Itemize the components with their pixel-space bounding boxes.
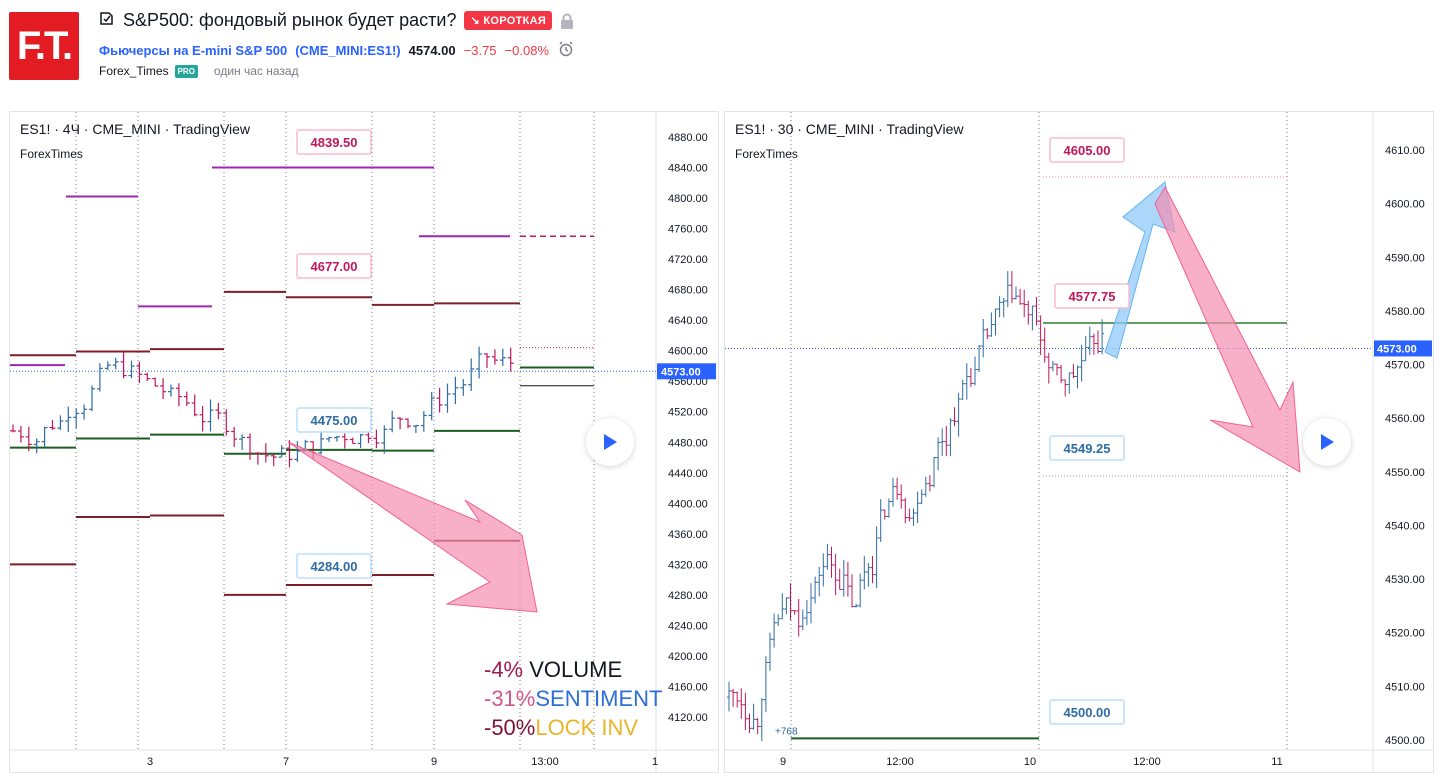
price-tick-label: 4840.00	[668, 163, 708, 175]
time-tick-label: 7	[283, 756, 289, 768]
price-callout-box	[1049, 435, 1125, 461]
price-tick-label: 4280.00	[668, 590, 708, 602]
price-tick-label: 4680.00	[668, 285, 708, 297]
price-callout-box	[1049, 699, 1125, 725]
current-price-label: 4573.00	[1377, 343, 1417, 355]
chart-right-brand: ForexTimes	[735, 147, 798, 161]
time-tick-label: 11	[1271, 756, 1282, 768]
price-change: −3.75	[463, 43, 497, 58]
chart-right-title: ES1! · 30 · CME_MINI · TradingView	[735, 121, 964, 137]
price-tick-label: 4320.00	[668, 559, 708, 571]
price-callout-label: 4549.25	[1064, 441, 1111, 456]
price-tick-label: 4400.00	[668, 498, 708, 510]
author-logo[interactable]: F.T.	[9, 12, 79, 80]
current-price-tag	[657, 363, 716, 380]
time-tick-label: 9	[780, 756, 786, 768]
price-callout-label: 4284.00	[311, 559, 358, 574]
legend-row-lock-inv: -50%LOCK INV	[484, 715, 639, 740]
price-callout-label: 4500.00	[1064, 705, 1111, 720]
price-tick-label: 4500.00	[1385, 735, 1425, 747]
pro-badge: PRO	[174, 64, 198, 78]
price-tick-label: 4720.00	[668, 254, 708, 266]
price-tick-label: 4580.00	[1385, 306, 1425, 318]
price-tick-label: 4560.00	[1385, 413, 1425, 425]
time-tick-label: 12:00	[886, 756, 914, 768]
chart-left-title: ES1! · 4Ч · CME_MINI · TradingView	[20, 121, 251, 137]
price-callout-label: 4605.00	[1064, 143, 1111, 158]
price-tick-label: 4160.00	[668, 681, 708, 693]
price-callout-box	[1049, 137, 1125, 163]
idea-icon	[99, 10, 115, 31]
symbol-name[interactable]: Фьючерсы на E-mini S&P 500	[99, 43, 288, 58]
price-tick-label: 4760.00	[668, 224, 708, 236]
idea-title: S&P500: фондовый рынок будет расти?	[123, 10, 457, 30]
price-tick-label: 4540.00	[1385, 520, 1425, 532]
current-price-tag	[1374, 340, 1432, 357]
author-name[interactable]: Forex_Times	[99, 64, 169, 78]
time-tick-label: 1	[652, 756, 658, 768]
price-tick-label: 4600.00	[668, 346, 708, 358]
short-badge: ↘ КОРОТКАЯ	[464, 11, 553, 30]
play-button[interactable]	[1303, 418, 1351, 466]
price-tick-label: 4570.00	[1385, 360, 1425, 372]
price-tick-label: 4240.00	[668, 620, 708, 632]
chart-left[interactable]: 4880.00 4840.00 4800.00 4760.00 4720.00 4680.…	[9, 111, 719, 773]
price-tick-label: 4510.00	[1385, 681, 1425, 693]
price-callout-box	[1054, 283, 1130, 309]
chart-right[interactable]: 4610.00 4600.00 4590.00 4580.00 4570.00 4560.…	[724, 111, 1434, 773]
price-tick-label: 4440.00	[668, 468, 708, 480]
time-tick-label: 3	[147, 756, 153, 768]
price-change-pct: −0.08%	[504, 43, 549, 58]
chart-left-brand: ForexTimes	[20, 147, 83, 161]
symbol-code[interactable]: (CME_MINI:ES1!)	[295, 43, 401, 58]
time-tick-label: 12:00	[1133, 756, 1161, 768]
price-tick-label: 4800.00	[668, 193, 708, 205]
forecast-arrow-down	[287, 441, 538, 613]
price-tick-label: 4610.00	[1385, 145, 1425, 157]
price-callout-box	[296, 129, 372, 155]
price-tick-label: 4120.00	[668, 712, 708, 724]
price-callout-box	[296, 253, 372, 279]
price-callout-label: 4839.50	[311, 135, 358, 150]
idea-header: F.T. S&P500: фондовый рынок будет расти?…	[0, 0, 1440, 100]
forecast-arrow-down	[1154, 185, 1301, 473]
volume-label: +768	[775, 726, 798, 737]
time-tick-label: 13:00	[531, 756, 559, 768]
price-tick-label: 4480.00	[668, 437, 708, 449]
price-callout-label: 4677.00	[311, 259, 358, 274]
price-tick-label: 4520.00	[668, 407, 708, 419]
publish-time: один час назад	[213, 64, 299, 78]
factor-legend: -4% VOLUME -31%SENTIMENT -50%LOCK INV	[484, 656, 662, 743]
play-button[interactable]	[586, 418, 634, 466]
price-callout-box	[296, 407, 372, 433]
price-tick-label: 4200.00	[668, 651, 708, 663]
lock-icon	[560, 13, 574, 29]
alarm-icon[interactable]	[557, 40, 575, 61]
time-tick-label: 9	[431, 756, 437, 768]
price-tick-label: 4550.00	[1385, 467, 1425, 479]
legend-row-volume: -4% VOLUME	[484, 657, 623, 682]
last-price: 4574.00	[408, 43, 456, 58]
current-price-label: 4573.00	[661, 366, 701, 378]
price-callout-box	[296, 553, 372, 579]
price-tick-label: 4880.00	[668, 132, 708, 144]
chart-left-canvas: 4880.00 4840.00 4800.00 4760.00 4720.00 4680.…	[10, 112, 718, 772]
price-callout-label: 4475.00	[311, 413, 358, 428]
price-tick-label: 4640.00	[668, 315, 708, 327]
time-tick-label: 10	[1024, 756, 1036, 768]
price-tick-label: 4590.00	[1385, 252, 1425, 264]
price-tick-label: 4360.00	[668, 529, 708, 541]
price-callout-label: 4577.75	[1069, 289, 1116, 304]
legend-row-sentiment: -31%SENTIMENT	[484, 686, 663, 711]
chart-right-canvas: 4610.00 4600.00 4590.00 4580.00 4570.00 4560.…	[725, 112, 1433, 772]
price-tick-label: 4520.00	[1385, 628, 1425, 640]
price-tick-label: 4530.00	[1385, 574, 1425, 586]
price-tick-label: 4600.00	[1385, 199, 1425, 211]
